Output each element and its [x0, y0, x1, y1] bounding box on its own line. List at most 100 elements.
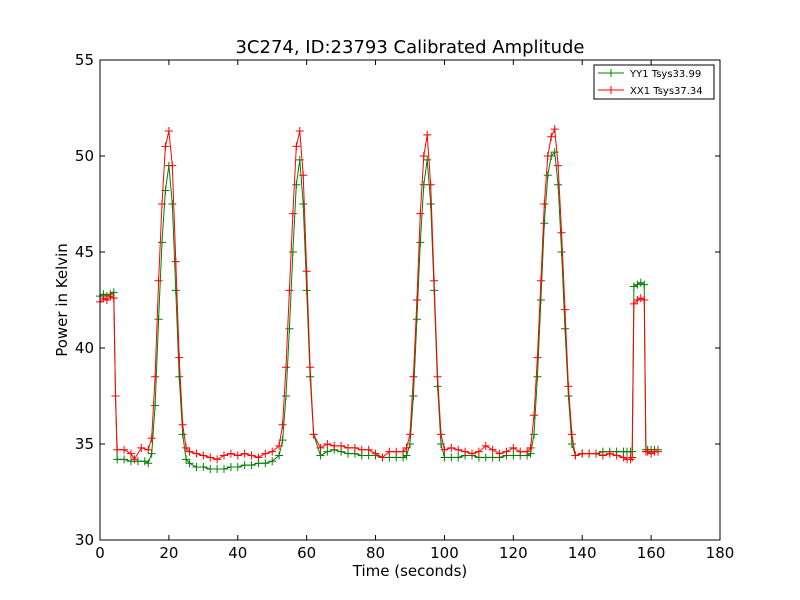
data-point-yy1 — [423, 155, 432, 164]
data-point-xx1 — [488, 445, 497, 454]
data-point-xx1 — [571, 451, 580, 460]
data-point-xx1 — [561, 305, 569, 314]
data-point-xx1 — [171, 257, 180, 266]
data-point-xx1 — [402, 443, 411, 452]
data-point-yy1 — [147, 449, 156, 458]
data-point-xx1 — [199, 451, 208, 460]
data-point-xx1 — [168, 161, 177, 170]
data-point-xx1 — [164, 127, 173, 136]
data-point-yy1 — [530, 430, 538, 439]
data-point-yy1 — [543, 171, 552, 180]
data-point-yy1 — [240, 461, 249, 470]
data-point-xx1 — [461, 447, 470, 456]
data-point-yy1 — [536, 296, 545, 304]
data-point-yy1 — [426, 200, 435, 208]
data-point-yy1 — [629, 282, 638, 291]
data-point-xx1 — [399, 447, 408, 456]
data-point-xx1 — [306, 363, 315, 372]
data-point-xx1 — [120, 445, 129, 454]
data-point-yy1 — [509, 451, 518, 460]
data-point-xx1 — [185, 447, 194, 456]
data-point-xx1 — [182, 443, 191, 452]
data-point-yy1 — [416, 238, 425, 247]
data-point-xx1 — [261, 449, 270, 458]
data-point-yy1 — [412, 315, 421, 324]
data-point-xx1 — [113, 445, 122, 454]
data-point-yy1 — [192, 463, 201, 472]
data-point-xx1 — [509, 443, 518, 452]
data-point-xx1 — [554, 161, 563, 170]
data-point-xx1 — [540, 200, 549, 208]
data-point-xx1 — [371, 449, 380, 458]
y-tick-label: 45 — [75, 243, 94, 261]
x-ticks: 0 20 40 60 80 100 120 140 160 180 — [95, 60, 734, 562]
data-point-xx1 — [154, 276, 163, 285]
data-point-xx1 — [330, 441, 339, 450]
data-point-xx1 — [567, 430, 576, 439]
data-point-xx1 — [547, 132, 556, 141]
data-point-xx1 — [585, 449, 594, 458]
data-point-yy1 — [567, 440, 576, 448]
data-point-xx1 — [385, 447, 394, 456]
legend-marker-xx1 — [607, 86, 615, 94]
data-point-yy1 — [182, 455, 191, 464]
data-point-yy1 — [636, 278, 645, 287]
data-point-yy1 — [557, 248, 566, 256]
legend-label-xx1: XX1 Tsys37.34 — [630, 86, 703, 97]
data-point-yy1 — [440, 453, 449, 462]
plot-area — [100, 60, 720, 540]
data-point-xx1 — [299, 171, 308, 180]
data-point-yy1 — [302, 286, 311, 295]
data-point-xx1 — [423, 130, 432, 139]
data-point-xx1 — [523, 447, 532, 456]
data-point-yy1 — [419, 180, 428, 189]
data-point-xx1 — [406, 430, 414, 439]
data-point-yy1 — [206, 464, 215, 473]
data-point-xx1 — [578, 449, 587, 458]
data-point-xx1 — [144, 445, 153, 454]
data-point-xx1 — [543, 152, 552, 160]
data-point-xx1 — [309, 430, 318, 439]
data-point-xx1 — [158, 200, 166, 208]
data-point-xx1 — [412, 296, 421, 304]
data-point-yy1 — [454, 453, 463, 462]
legend-label-yy1: YY1 Tsys33.99 — [629, 69, 701, 80]
data-point-xx1 — [437, 430, 445, 439]
data-point-yy1 — [540, 219, 549, 228]
x-tick-label: 20 — [159, 544, 178, 562]
x-tick-label: 60 — [297, 544, 316, 562]
legend-marker-yy1 — [607, 69, 615, 77]
x-tick-label: 140 — [568, 544, 597, 562]
data-point-yy1 — [247, 461, 256, 470]
data-point-xx1 — [337, 441, 346, 450]
data-point-xx1 — [220, 451, 228, 460]
data-point-xx1 — [426, 180, 435, 189]
data-point-xx1 — [516, 447, 525, 456]
data-point-xx1 — [192, 449, 201, 458]
data-point-xx1 — [633, 296, 642, 304]
data-point-xx1 — [409, 372, 418, 381]
data-point-yy1 — [261, 459, 270, 468]
data-point-xx1 — [316, 443, 325, 452]
data-point-xx1 — [647, 449, 656, 458]
data-point-xx1 — [454, 445, 463, 454]
data-point-xx1 — [344, 443, 352, 452]
legend-box — [593, 64, 715, 100]
data-point-yy1 — [323, 447, 332, 456]
data-point-xx1 — [161, 142, 170, 151]
data-point-xx1 — [474, 447, 483, 456]
data-point-xx1 — [502, 447, 511, 456]
x-tick-label: 0 — [95, 544, 105, 562]
data-point-xx1 — [481, 441, 490, 450]
data-point-xx1 — [350, 443, 359, 452]
data-point-yy1 — [561, 324, 569, 333]
data-point-xx1 — [619, 453, 628, 462]
data-point-xx1 — [533, 353, 542, 362]
data-point-xx1 — [598, 451, 607, 460]
x-tick-label: 120 — [499, 544, 528, 562]
data-point-xx1 — [468, 449, 476, 458]
data-point-xx1 — [419, 152, 428, 160]
data-point-yy1 — [533, 372, 542, 381]
data-point-yy1 — [226, 463, 235, 472]
data-point-xx1 — [628, 453, 637, 462]
